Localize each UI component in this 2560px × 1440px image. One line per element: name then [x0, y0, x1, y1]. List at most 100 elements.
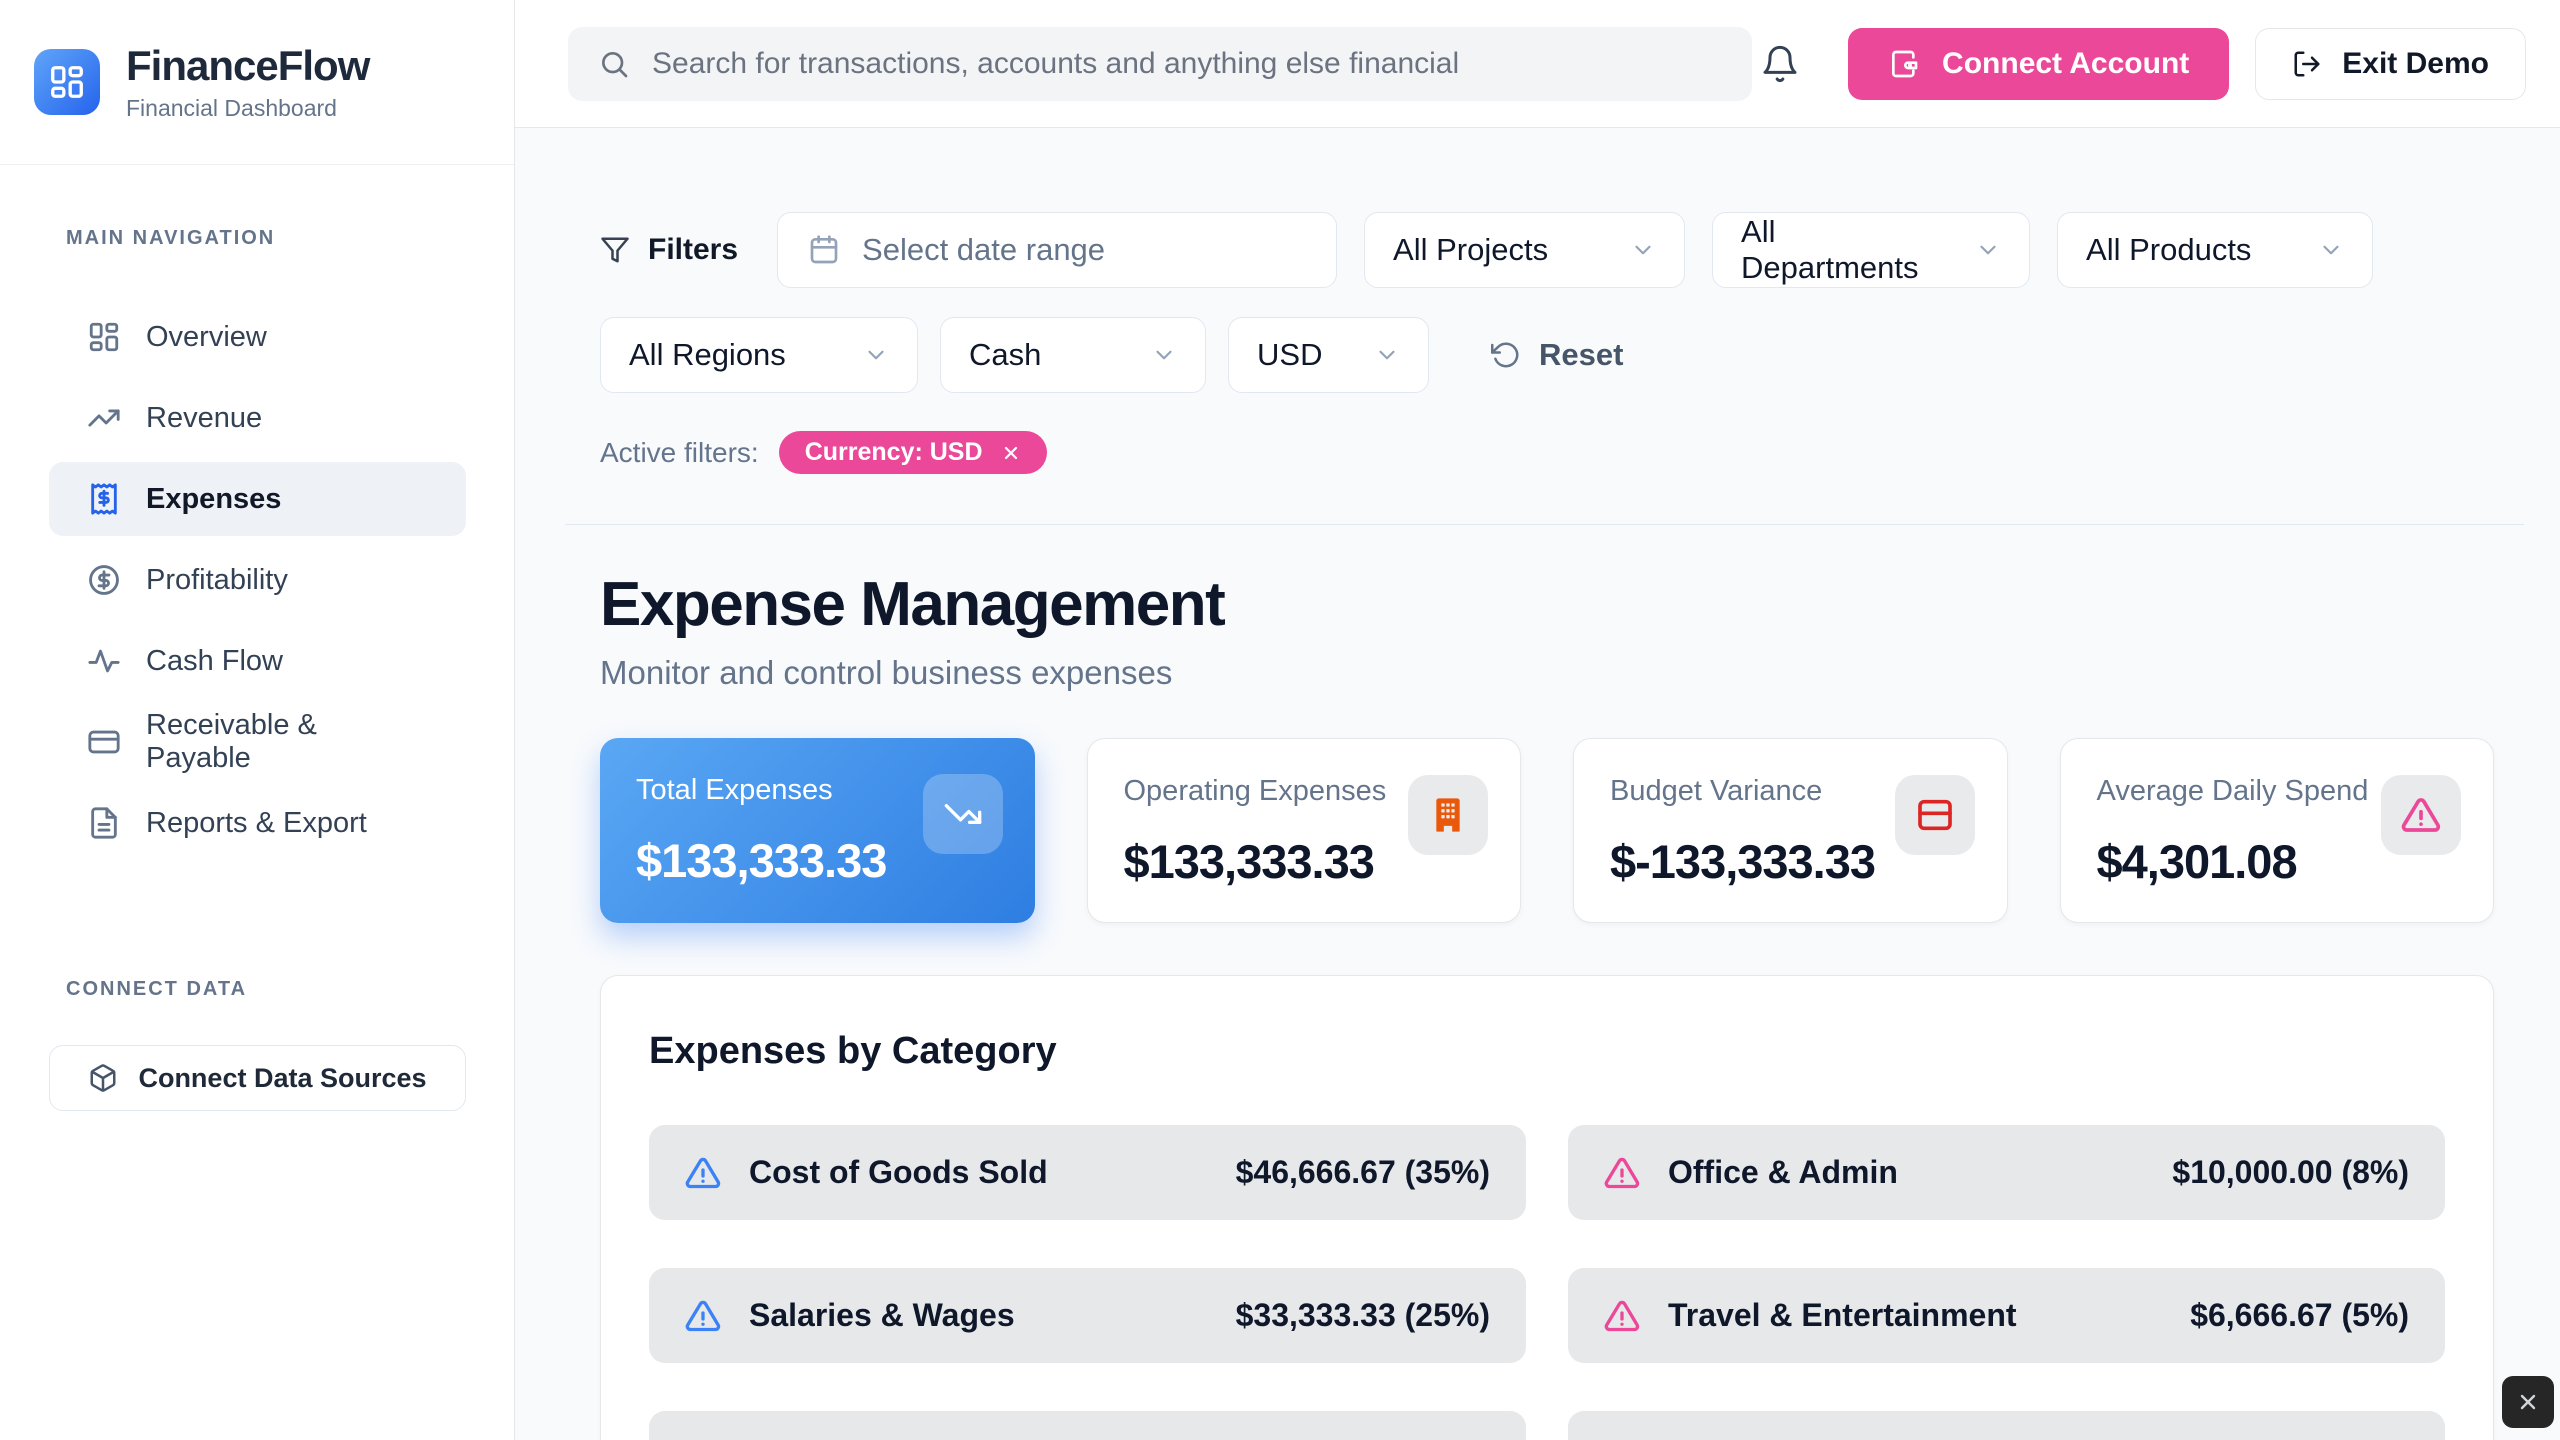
sidebar-item-profitability[interactable]: Profitability [49, 543, 466, 617]
reset-filters-button[interactable]: Reset [1491, 337, 1623, 373]
search-input[interactable] [652, 46, 1722, 81]
main-navigation: Overview Revenue Expenses Profitability … [49, 300, 466, 860]
filters-label-text: Filters [648, 233, 739, 266]
metric-card-average-daily-spend[interactable]: Average Daily Spend $4,301.08 [2059, 738, 2494, 923]
metric-label: Operating Expenses [1123, 775, 1387, 807]
currency-dropdown[interactable]: USD [1228, 317, 1429, 393]
category-name: Travel & Entertainment [1668, 1297, 2017, 1333]
rotate-ccw-icon [1491, 342, 1519, 368]
metric-card-operating-expenses[interactable]: Operating Expenses $133,333.33 [1086, 738, 1521, 923]
sidebar-item-label: Expenses [146, 482, 282, 515]
sidebar-item-expenses[interactable]: Expenses [49, 462, 466, 536]
trending-up-icon [88, 409, 120, 427]
sidebar-item-label: Overview [146, 320, 267, 353]
file-text-icon [91, 807, 117, 839]
sidebar-item-label: Profitability [146, 563, 288, 596]
alert-triangle-icon [685, 1157, 721, 1188]
category-row-cost-of-goods-sold: Cost of Goods Sold $46,666.67 (35%) [649, 1125, 1526, 1220]
metric-value: $-133,333.33 [1610, 835, 1876, 888]
currency-filter-chip-label: Currency: USD [804, 438, 983, 466]
metric-text: Operating Expenses $133,333.33 [1124, 775, 1387, 922]
topbar: Connect Account Exit Demo [515, 0, 2560, 128]
category-row-office-admin: Office & Admin $10,000.00 (8%) [1568, 1125, 2445, 1220]
category-row-salaries-wages: Salaries & Wages $33,333.33 (25%) [649, 1268, 1526, 1363]
sidebar: FinanceFlow Financial Dashboard MAIN NAV… [0, 0, 515, 1440]
exit-demo-button[interactable]: Exit Demo [2255, 27, 2526, 100]
category-row-travel-entertainment: Travel & Entertainment $6,666.67 (5%) [1568, 1268, 2445, 1363]
receipt-icon [91, 483, 117, 515]
metric-value: $133,333.33 [636, 834, 887, 887]
filters-label: Filters [600, 233, 738, 267]
metric-icon-badge [2381, 775, 2461, 855]
active-filters-row: Active filters: Currency: USD [600, 431, 2494, 474]
brand-text: FinanceFlow Financial Dashboard [126, 42, 370, 122]
regions-dropdown[interactable]: All Regions [600, 317, 918, 393]
products-dropdown[interactable]: All Products [2057, 212, 2374, 288]
sidebar-item-reports-export[interactable]: Reports & Export [49, 786, 466, 860]
metric-card-budget-variance[interactable]: Budget Variance $-133,333.33 [1573, 738, 2008, 923]
alert-triangle-icon [2401, 798, 2441, 832]
app-title: FinanceFlow [126, 42, 370, 89]
departments-dropdown[interactable]: All Departments [1712, 212, 2031, 288]
connect-account-button[interactable]: Connect Account [1848, 27, 2230, 100]
nav-section-heading: MAIN NAVIGATION [66, 227, 276, 249]
sidebar-item-receivable-payable[interactable]: Receivable & Payable [49, 705, 466, 779]
currency-filter-chip[interactable]: Currency: USD [778, 431, 1047, 474]
category-amount: $46,666.67 (35%) [1235, 1154, 1490, 1190]
category-grid: Cost of Goods Sold $46,666.67 (35%) Offi… [649, 1125, 2445, 1440]
credit-card-icon [1917, 799, 1952, 831]
calendar-icon [810, 235, 838, 264]
chevron-down-icon [1379, 350, 1395, 360]
metric-label: Budget Variance [1610, 775, 1823, 807]
exit-demo-label: Exit Demo [2342, 46, 2489, 80]
payment-method-dropdown-value: Cash [969, 337, 1042, 372]
cube-icon [90, 1064, 116, 1092]
close-overlay-button[interactable] [2502, 1376, 2554, 1428]
category-name: Cost of Goods Sold [749, 1154, 1048, 1190]
connect-data-sources-button[interactable]: Connect Data Sources [49, 1045, 466, 1111]
search-bar[interactable] [568, 26, 1752, 101]
category-name: Salaries & Wages [749, 1297, 1015, 1333]
metric-text: Budget Variance $-133,333.33 [1610, 775, 1876, 922]
reset-label: Reset [1539, 337, 1624, 372]
chevron-down-icon [1980, 245, 1996, 255]
metric-value: $133,333.33 [1123, 835, 1375, 888]
category-amount: $6,666.67 (5%) [2190, 1297, 2409, 1333]
regions-dropdown-value: All Regions [629, 337, 786, 372]
active-filters-label: Active filters: [600, 436, 759, 468]
app-logo-icon [34, 49, 100, 115]
sidebar-item-label: Cash Flow [146, 644, 283, 677]
projects-dropdown-value: All Projects [1393, 232, 1549, 267]
metric-cards: Total Expenses $133,333.33 Operating Exp… [600, 738, 2494, 923]
category-section-title: Expenses by Category [649, 1030, 1057, 1072]
search-icon [602, 51, 628, 77]
currency-dropdown-value: USD [1257, 337, 1323, 372]
metric-text: Average Daily Spend $4,301.08 [2097, 775, 2369, 922]
metric-icon-badge [1894, 775, 1975, 855]
notification-bell-icon[interactable] [1760, 44, 1800, 84]
metric-text: Total Expenses $133,333.33 [636, 774, 887, 923]
chevron-down-icon [2323, 245, 2339, 255]
sidebar-item-label: Revenue [146, 401, 263, 434]
chevron-down-icon [868, 350, 884, 360]
chevron-down-icon [1156, 350, 1172, 360]
alert-triangle-icon [685, 1300, 721, 1331]
sidebar-item-revenue[interactable]: Revenue [49, 381, 466, 455]
filters-row-2: All Regions Cash USD Reset [600, 317, 2494, 393]
date-range-input[interactable]: Select date range [777, 212, 1338, 288]
payment-method-dropdown[interactable]: Cash [940, 317, 1206, 393]
departments-dropdown-value: All Departments [1741, 214, 1919, 285]
sidebar-item-cash-flow[interactable]: Cash Flow [49, 624, 466, 698]
projects-dropdown[interactable]: All Projects [1364, 212, 1686, 288]
sidebar-item-overview[interactable]: Overview [49, 300, 466, 374]
connect-data-heading: CONNECT DATA [66, 978, 248, 1000]
metric-card-total-expenses[interactable]: Total Expenses $133,333.33 [600, 738, 1035, 923]
page-title: Expense Management [600, 570, 1226, 639]
date-range-placeholder: Select date range [862, 232, 1106, 267]
remove-filter-icon[interactable] [1001, 443, 1021, 463]
alert-triangle-icon [1604, 1300, 1640, 1331]
expenses-by-category-card: Expenses by Category Cost of Goods Sold … [600, 975, 2494, 1440]
connect-data-sources-label: Connect Data Sources [138, 1062, 427, 1093]
chevron-down-icon [1635, 245, 1651, 255]
content: Filters Select date range All Projects A… [515, 128, 2560, 1440]
